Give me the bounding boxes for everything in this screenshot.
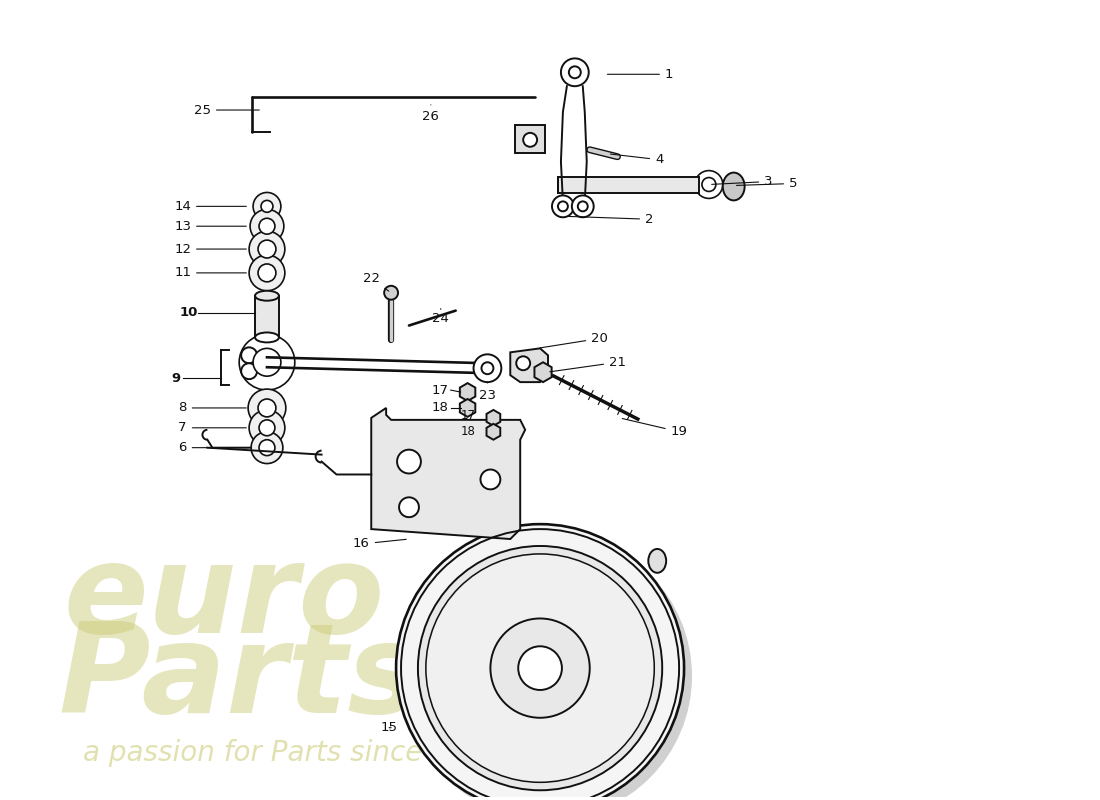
Text: 8: 8 xyxy=(178,402,246,414)
Circle shape xyxy=(552,195,574,218)
Text: 10: 10 xyxy=(179,306,198,319)
Circle shape xyxy=(418,546,662,790)
Text: 5: 5 xyxy=(737,177,797,190)
Text: a passion for Parts since 1985: a passion for Parts since 1985 xyxy=(84,738,502,766)
Text: 20: 20 xyxy=(540,332,608,348)
Circle shape xyxy=(569,66,581,78)
Circle shape xyxy=(518,646,562,690)
Circle shape xyxy=(397,450,421,474)
Circle shape xyxy=(695,170,723,198)
Circle shape xyxy=(251,432,283,463)
Circle shape xyxy=(481,470,500,490)
Circle shape xyxy=(396,524,684,800)
Circle shape xyxy=(249,231,285,267)
Text: 7: 7 xyxy=(178,422,246,434)
Text: 3: 3 xyxy=(712,175,772,188)
FancyBboxPatch shape xyxy=(515,125,544,153)
Text: 25: 25 xyxy=(194,103,260,117)
Text: 1: 1 xyxy=(607,68,673,81)
Text: 17: 17 xyxy=(431,383,449,397)
Text: 18: 18 xyxy=(461,426,475,438)
Polygon shape xyxy=(558,177,698,194)
Text: 19: 19 xyxy=(623,418,688,438)
Circle shape xyxy=(702,178,716,191)
Text: 2: 2 xyxy=(568,213,653,226)
Circle shape xyxy=(249,389,286,427)
Circle shape xyxy=(258,218,275,234)
Text: 15: 15 xyxy=(381,722,397,734)
Circle shape xyxy=(258,240,276,258)
Text: Parts: Parts xyxy=(58,618,422,738)
Circle shape xyxy=(250,210,284,243)
Circle shape xyxy=(258,399,276,417)
Circle shape xyxy=(473,354,502,382)
Circle shape xyxy=(249,410,285,446)
Circle shape xyxy=(426,554,654,782)
Circle shape xyxy=(491,618,590,718)
Circle shape xyxy=(572,195,594,218)
Polygon shape xyxy=(372,408,525,539)
Circle shape xyxy=(258,264,276,282)
Circle shape xyxy=(241,347,257,363)
Text: 16: 16 xyxy=(353,538,406,550)
Circle shape xyxy=(399,498,419,517)
Text: 14: 14 xyxy=(174,200,246,213)
Ellipse shape xyxy=(723,173,745,200)
Ellipse shape xyxy=(255,290,279,301)
Circle shape xyxy=(253,348,280,376)
Circle shape xyxy=(261,200,273,212)
Circle shape xyxy=(516,356,530,370)
Circle shape xyxy=(253,193,280,220)
Circle shape xyxy=(558,202,568,211)
Circle shape xyxy=(249,255,285,290)
Circle shape xyxy=(384,286,398,300)
Circle shape xyxy=(482,362,494,374)
Text: 9: 9 xyxy=(172,372,180,385)
Polygon shape xyxy=(255,296,279,338)
Text: 12: 12 xyxy=(174,242,246,255)
Text: 24: 24 xyxy=(432,309,449,325)
Text: 22: 22 xyxy=(363,272,388,291)
Text: 17: 17 xyxy=(461,410,475,422)
Circle shape xyxy=(258,420,275,436)
Text: 6: 6 xyxy=(178,441,249,454)
Circle shape xyxy=(241,363,257,379)
Circle shape xyxy=(404,532,692,800)
Circle shape xyxy=(258,440,275,456)
Text: 11: 11 xyxy=(174,266,246,279)
Ellipse shape xyxy=(255,333,279,342)
Ellipse shape xyxy=(648,549,667,573)
Text: 4: 4 xyxy=(610,153,663,166)
Text: 21: 21 xyxy=(550,356,626,372)
Circle shape xyxy=(578,202,587,211)
Circle shape xyxy=(524,133,537,146)
Polygon shape xyxy=(510,348,548,382)
Circle shape xyxy=(561,58,588,86)
Circle shape xyxy=(239,334,295,390)
Text: 18: 18 xyxy=(432,402,449,414)
Text: 13: 13 xyxy=(174,220,246,233)
Text: 26: 26 xyxy=(422,105,439,123)
Text: euro: euro xyxy=(64,538,385,659)
Text: 23: 23 xyxy=(478,382,496,402)
